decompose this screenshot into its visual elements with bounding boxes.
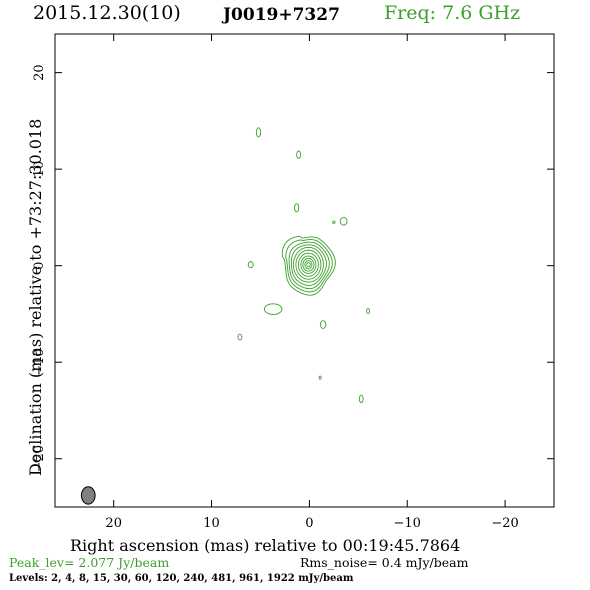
beam-ellipse [80,486,96,505]
core-contour [302,257,315,272]
x-tick-label: −10 [394,516,421,531]
x-tick-label: 0 [305,516,313,531]
rms-noise: Rms_noise= 0.4 mJy/beam [300,555,469,570]
component-contour [237,333,243,341]
y-tick-label: 20 [32,64,47,81]
core-contour [292,246,324,283]
component-contour [318,375,322,380]
header-source: J0019+7327 [223,5,340,25]
core-contour [288,241,330,290]
core-contour [281,235,336,296]
y-tick-label: −10 [32,348,47,375]
contour-levels: Levels: 2, 4, 8, 15, 30, 60, 120, 240, 4… [9,573,354,584]
x-axis-label: Right ascension (mas) relative to 00:19:… [70,536,461,555]
component-contour [366,308,371,314]
component-contour [255,127,262,138]
x-tick-label: −20 [491,516,518,531]
y-tick-label: 0 [32,262,47,270]
component-contour [263,303,283,315]
component-contour [332,220,336,224]
peak-level: Peak_lev= 2.077 Jy/beam [9,555,170,570]
x-tick-label: 20 [105,516,122,531]
core-contour [300,255,317,274]
plot-frame [54,33,555,508]
core-contour [285,239,333,293]
core-contour [290,244,327,286]
component-contour [296,150,302,159]
component-contour [339,216,348,226]
component-contour [247,261,254,269]
component-contour [319,320,327,329]
header-date: 2015.12.30(10) [33,2,181,24]
core-contour [304,260,313,270]
core-contour [295,249,322,280]
x-tick-label: 10 [203,516,220,531]
component-contour [294,203,300,213]
component-contour [358,394,364,404]
y-axis-label: Declination (mas) relative to +73:27:30.… [26,118,45,476]
y-tick-label: 10 [32,161,47,178]
header-frequency: Freq: 7.6 GHz [384,2,521,24]
y-tick-label: −20 [32,445,47,472]
core-contour [306,262,311,268]
core-contour [297,252,319,277]
